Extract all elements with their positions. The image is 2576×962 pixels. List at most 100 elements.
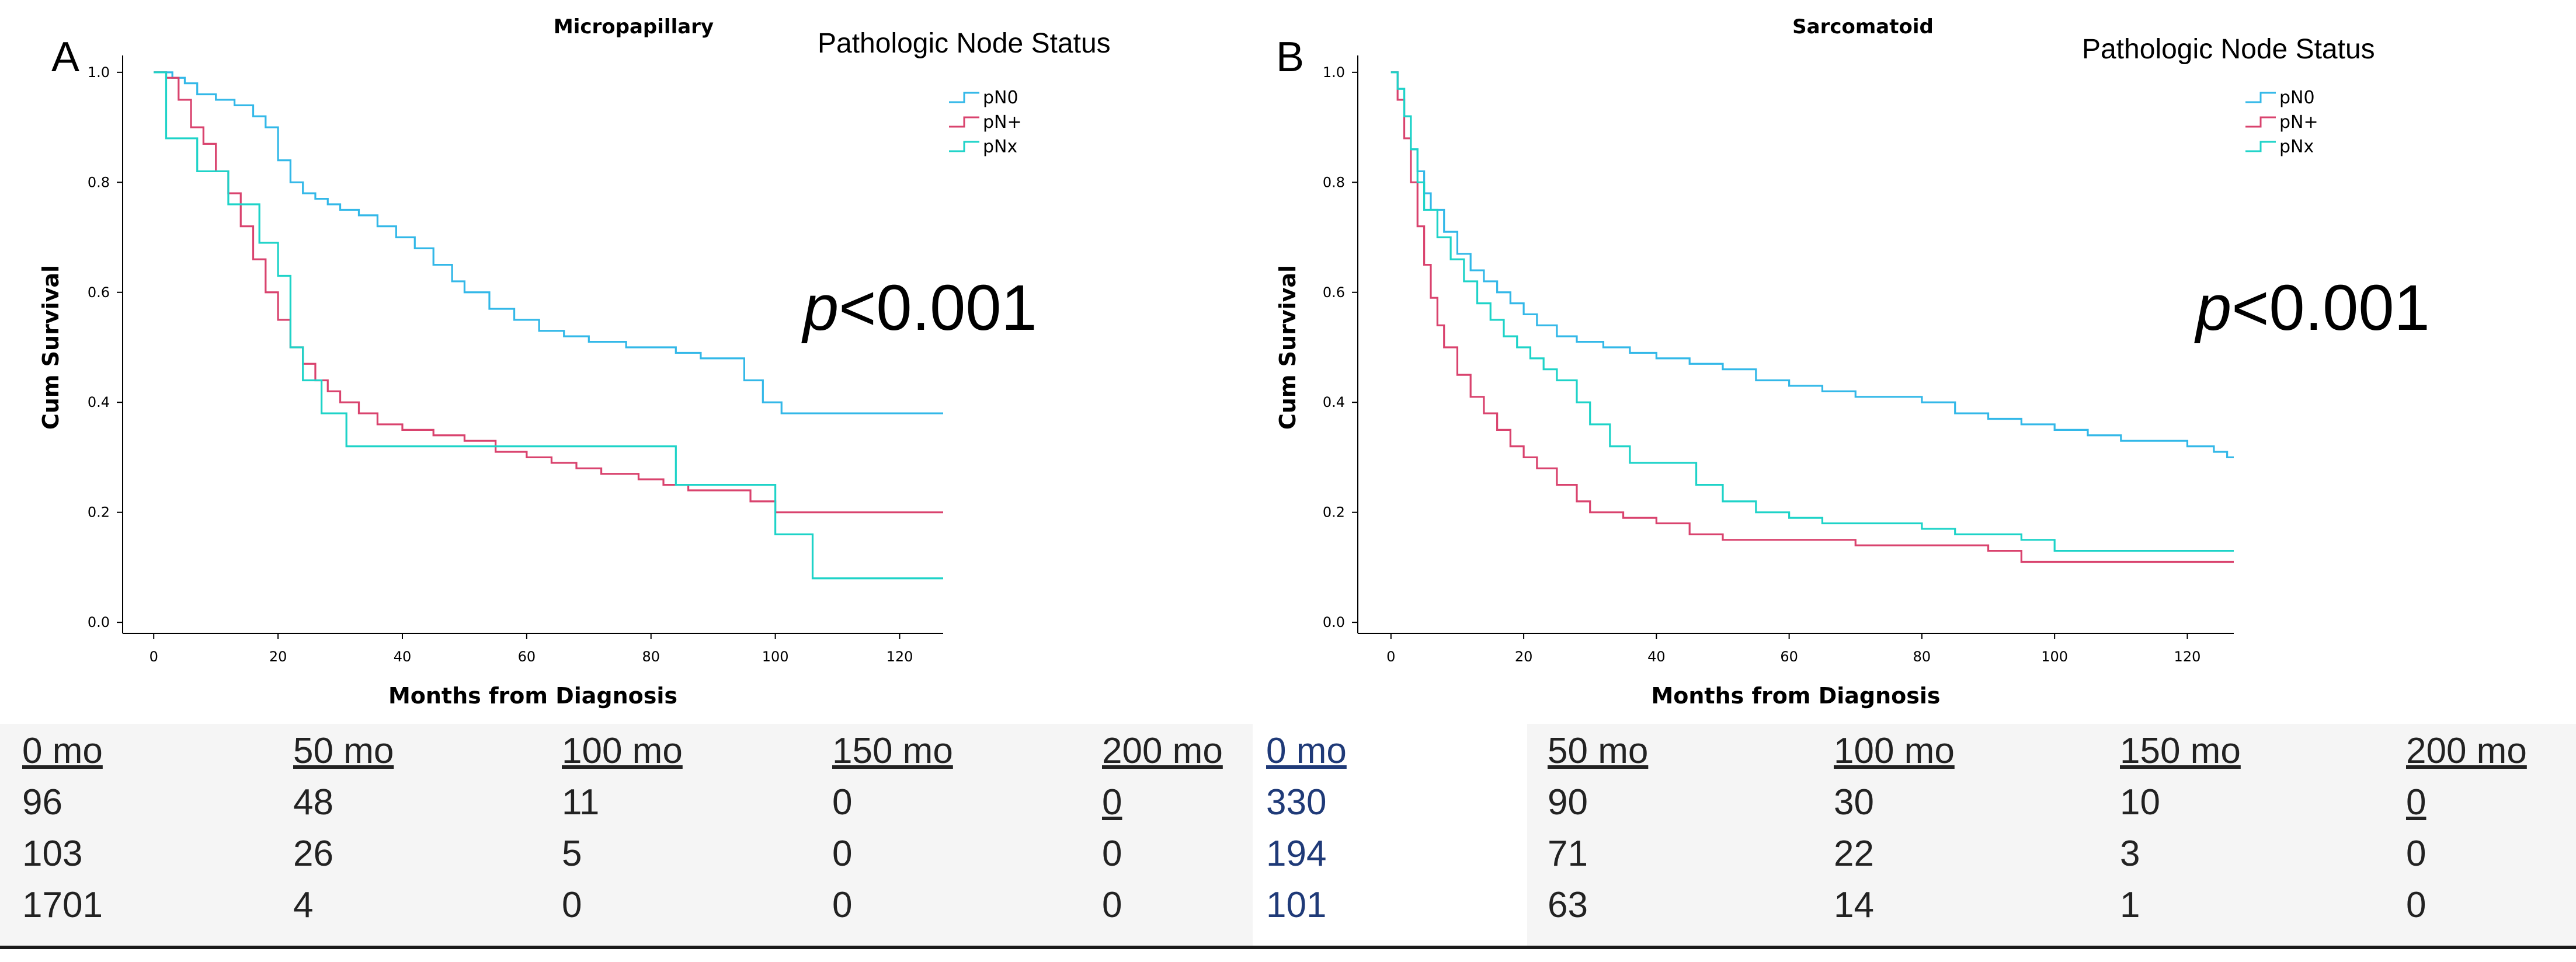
x-tick-label: 60 xyxy=(518,649,536,665)
risk-cell-left: 11 xyxy=(562,782,600,822)
legend-label: pNx xyxy=(2279,137,2314,157)
risk-header-right: 150 mo xyxy=(2120,731,2241,771)
y-tick-label: 1.0 xyxy=(88,64,110,81)
legend-label: pN0 xyxy=(2279,88,2315,108)
y-tick-label: 0.6 xyxy=(1323,284,1345,301)
risk-table-highlight xyxy=(1253,724,1527,946)
risk-cell-right: 0 xyxy=(2406,885,2426,925)
risk-cell-right: 101 xyxy=(1266,885,1327,925)
risk-cell-right: 3 xyxy=(2120,834,2140,874)
risk-cell-left: 103 xyxy=(22,834,83,874)
risk-cell-left: 0 xyxy=(832,834,853,874)
risk-cell-right: 1 xyxy=(2120,885,2140,925)
risk-cell-right: 330 xyxy=(1266,782,1327,822)
risk-cell-right: 0 xyxy=(2406,834,2426,874)
legend-label: pN+ xyxy=(983,112,1022,133)
risk-header-right: 50 mo xyxy=(1548,731,1649,771)
risk-cell-left: 26 xyxy=(293,834,333,874)
x-tick-label: 80 xyxy=(1913,649,1931,665)
risk-cell-right: 0 xyxy=(2406,782,2426,822)
risk-cell-left: 48 xyxy=(293,782,333,822)
x-tick-label: 40 xyxy=(1647,649,1666,665)
series-line-pn0 xyxy=(154,71,943,414)
p-symbol: p xyxy=(801,272,839,344)
risk-cell-right: 90 xyxy=(1548,782,1588,822)
x-tick-label: 0 xyxy=(150,649,158,665)
chart-title: Micropapillary xyxy=(554,15,714,39)
x-tick-label: 0 xyxy=(1386,649,1395,665)
risk-cell-left: 1701 xyxy=(22,885,103,925)
series-line-pnx xyxy=(154,71,943,580)
risk-header-left: 0 mo xyxy=(22,731,103,771)
series-line-pnplus xyxy=(1390,71,2234,563)
legend-label: pNx xyxy=(983,137,1017,157)
y-tick-label: 0.6 xyxy=(88,284,110,301)
y-tick-label: 0.8 xyxy=(1323,174,1345,190)
chart-panel-A: A Micropapillary Pathologic Node Status 0 20… xyxy=(38,15,1111,709)
risk-cell-right: 30 xyxy=(1834,782,1874,822)
x-tick-label: 40 xyxy=(394,649,412,665)
legend-swatch xyxy=(949,116,979,128)
p-symbol: p xyxy=(2194,272,2231,344)
x-tick-label: 120 xyxy=(2174,649,2201,665)
chart-title: Sarcomatoid xyxy=(1792,15,1934,39)
legend-label: pN0 xyxy=(983,88,1018,108)
risk-header-right: 0 mo xyxy=(1266,731,1347,771)
p-value-text: <0.001 xyxy=(839,272,1037,344)
x-tick-label: 20 xyxy=(269,649,287,665)
legend-swatch xyxy=(949,141,979,152)
legend-swatch xyxy=(949,92,979,103)
y-axis-label: Cum Survival xyxy=(1275,265,1301,430)
risk-header-right: 100 mo xyxy=(1834,731,1955,771)
x-tick-label: 20 xyxy=(1515,649,1533,665)
risk-cell-right: 14 xyxy=(1834,885,1874,925)
risk-cell-left: 0 xyxy=(832,782,853,822)
x-tick-label: 60 xyxy=(1780,649,1798,665)
legend-swatch xyxy=(2245,141,2276,152)
numbers-at-risk-table: 0 mo 50 mo 100 mo 150 mo 200 mo 96 48 11 0 0 103 26… xyxy=(0,724,2576,949)
risk-cell-right: 63 xyxy=(1548,885,1588,925)
chart-panel-B: B Sarcomatoid Pathologic Node Status 0 20 40 6… xyxy=(1275,15,2430,709)
risk-header-left: 200 mo xyxy=(1102,731,1223,771)
p-value: p<0.001 xyxy=(801,272,1037,344)
legend-title: Pathologic Node Status xyxy=(818,28,1111,59)
risk-cell-left: 4 xyxy=(293,885,314,925)
x-axis-label: Months from Diagnosis xyxy=(388,683,677,709)
risk-cell-right: 22 xyxy=(1834,834,1874,874)
y-tick-label: 1.0 xyxy=(1323,64,1345,81)
x-tick-label: 100 xyxy=(762,649,789,665)
panel-letter: B xyxy=(1276,34,1304,81)
y-tick-label: 0.2 xyxy=(88,504,110,521)
risk-cell-right: 71 xyxy=(1548,834,1588,874)
series-line-pnx xyxy=(1390,71,2234,552)
panel-letter: A xyxy=(51,34,79,81)
risk-cell-right: 10 xyxy=(2120,782,2160,822)
y-tick-label: 0.8 xyxy=(88,174,110,190)
risk-cell-left: 96 xyxy=(22,782,62,822)
y-tick-label: 0.4 xyxy=(1323,394,1345,410)
legend-title: Pathologic Node Status xyxy=(2082,34,2375,65)
y-tick-label: 0.4 xyxy=(88,394,110,410)
risk-cell-left: 0 xyxy=(832,885,853,925)
y-tick-label: 0.0 xyxy=(88,614,110,630)
p-value: p<0.001 xyxy=(2194,272,2430,344)
risk-cell-right: 194 xyxy=(1266,834,1327,874)
risk-cell-left: 0 xyxy=(1102,885,1122,925)
series-line-pn0 xyxy=(1390,71,2234,459)
x-tick-label: 120 xyxy=(887,649,913,665)
risk-header-left: 100 mo xyxy=(562,731,683,771)
risk-cell-left: 5 xyxy=(562,834,582,874)
risk-cell-left: 0 xyxy=(562,885,582,925)
risk-header-right: 200 mo xyxy=(2406,731,2527,771)
risk-cell-left: 0 xyxy=(1102,782,1122,822)
x-axis-label: Months from Diagnosis xyxy=(1651,683,1940,709)
x-tick-label: 100 xyxy=(2041,649,2068,665)
legend-swatch xyxy=(2245,116,2276,128)
legend-swatch xyxy=(2245,92,2276,103)
risk-header-left: 150 mo xyxy=(832,731,953,771)
y-tick-label: 0.0 xyxy=(1323,614,1345,630)
risk-header-left: 50 mo xyxy=(293,731,394,771)
x-tick-label: 80 xyxy=(642,649,660,665)
legend-label: pN+ xyxy=(2279,112,2318,133)
